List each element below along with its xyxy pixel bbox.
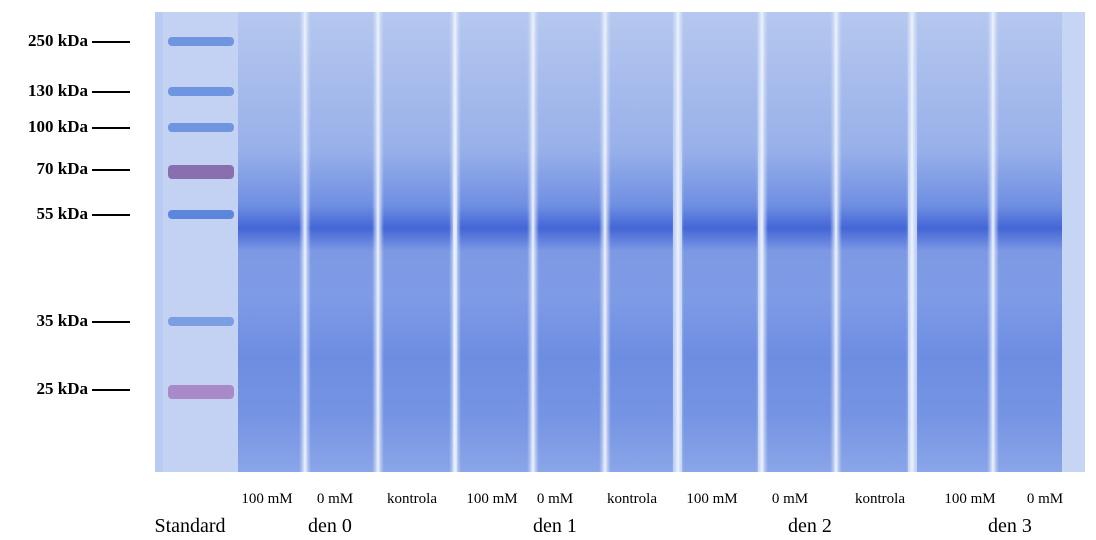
- marker-label: 25 kDa: [37, 379, 89, 398]
- labels: 250 kDa 130 kDa 100 kDa 70 kDa 55 kDa 35 kDa 2…: [28, 31, 1063, 537]
- marker-label: 35 kDa: [37, 311, 89, 330]
- edge: [1062, 12, 1085, 472]
- lane-label: 100 mM: [466, 491, 517, 507]
- lane-label: 0 mM: [772, 491, 808, 507]
- sample-lane: [232, 12, 308, 472]
- lane-label: 0 mM: [1027, 491, 1063, 507]
- lane-label: 100 mM: [241, 491, 292, 507]
- group-label: den 1: [533, 515, 577, 537]
- sample-lane: [302, 12, 378, 472]
- marker-band: [168, 87, 234, 96]
- lane-gap: [987, 12, 999, 472]
- lane-label: kontrola: [607, 491, 657, 507]
- lane-label: kontrola: [387, 491, 437, 507]
- lane-label: 0 mM: [317, 491, 353, 507]
- lane-gap: [527, 12, 539, 472]
- lane-gap: [830, 12, 842, 472]
- sample-lane: [682, 12, 758, 472]
- lane-label: 0 mM: [537, 491, 573, 507]
- sample-lane: [992, 12, 1068, 472]
- group-label: Standard: [154, 515, 225, 537]
- group-label: den 2: [788, 515, 832, 537]
- lane-gap: [299, 12, 311, 472]
- sample-lane: [457, 12, 533, 472]
- lane-gap: [756, 12, 768, 472]
- marker-label: 70 kDa: [37, 159, 89, 178]
- sample-lane: [762, 12, 838, 472]
- marker-band: [168, 123, 234, 132]
- sample-lane: [377, 12, 453, 472]
- marker-label: 100 kDa: [28, 117, 88, 136]
- group-label: den 0: [308, 515, 352, 537]
- marker-band: [168, 210, 234, 219]
- marker-band: [168, 317, 234, 326]
- lane-gap: [372, 12, 384, 472]
- sample-lane: [532, 12, 608, 472]
- sample-lane: [832, 12, 908, 472]
- marker-label: 250 kDa: [28, 31, 88, 50]
- marker-label: 130 kDa: [28, 81, 88, 100]
- lane-gap: [906, 12, 918, 472]
- marker-band: [168, 385, 234, 399]
- sample-lane: [917, 12, 993, 472]
- marker-band: [168, 37, 234, 46]
- group-label: den 3: [988, 515, 1032, 537]
- lane-label: kontrola: [855, 491, 905, 507]
- standard-lane: [163, 12, 238, 472]
- lane-label: 100 mM: [944, 491, 995, 507]
- lane-gap: [672, 12, 684, 472]
- gel-lanes: [163, 12, 1085, 472]
- lane-gap: [599, 12, 611, 472]
- marker-band: [168, 165, 234, 179]
- lane-label: 100 mM: [686, 491, 737, 507]
- lane-gap: [449, 12, 461, 472]
- marker-label: 55 kDa: [37, 204, 89, 223]
